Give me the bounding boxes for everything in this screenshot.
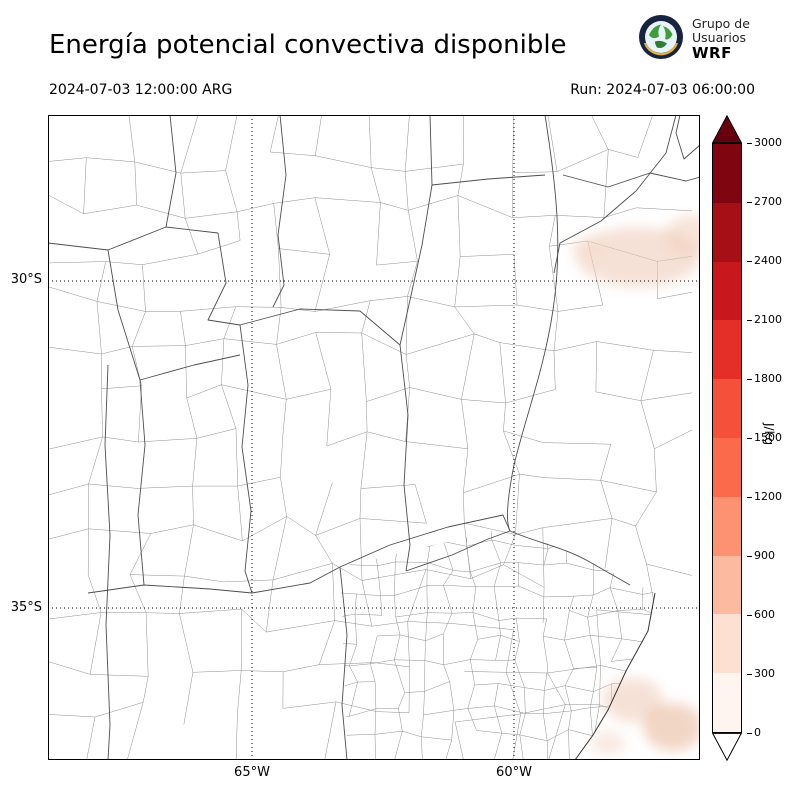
colorbar-tick-label: 1500 [747, 431, 782, 444]
colorbar [712, 115, 742, 761]
coastline [574, 592, 656, 760]
colorbar-tick-label: 0 [747, 726, 761, 739]
province-boundaries [48, 115, 700, 760]
map-svg [48, 115, 700, 760]
colorbar-segment [713, 261, 741, 321]
logo-line-1: Grupo de [692, 15, 750, 31]
colorbar-segment [713, 673, 741, 732]
colorbar-segment [713, 202, 741, 262]
colorbar-tick-label: 3000 [747, 136, 782, 149]
colorbar-tick-label: 1200 [747, 490, 782, 503]
page-title: Energía potencial convectiva disponible [49, 30, 567, 60]
colorbar-segment [713, 379, 741, 438]
lat-label-30s: 30°S [10, 272, 42, 287]
colorbar-tick-label: 2100 [747, 313, 782, 326]
colorbar-under-arrow-svg [712, 733, 742, 761]
colorbar-segment [713, 555, 741, 615]
colorbar-unit-label: J/kg [762, 423, 776, 446]
department-boundaries-coarse [48, 115, 693, 760]
colorbar-under-arrow [712, 733, 742, 761]
logo-text: Grupo de Usuarios WRF [692, 15, 750, 62]
run-time-label: Run: 2024-07-03 06:00:00 [570, 82, 755, 98]
colorbar-tick-label: 900 [747, 549, 775, 562]
logo-line-2: Usuarios [692, 29, 747, 45]
colorbar-tick-label: 600 [747, 608, 775, 621]
graticule-gridlines [48, 115, 700, 760]
colorbar-tick-label: 1800 [747, 372, 782, 385]
time-row: 2024-07-03 12:00:00 ARG Run: 2024-07-03 … [49, 82, 755, 98]
colorbar-bar [712, 143, 742, 733]
colorbar-ticks: 0 300 600 900 1200 1500 1800 2100 2400 2700 3000 [747, 136, 794, 739]
map-border [48, 115, 700, 760]
lon-label-60w: 60°W [496, 765, 532, 780]
colorbar-tick-label: 300 [747, 667, 775, 680]
globe-icon [638, 14, 684, 64]
colorbar-tick-label: 2400 [747, 254, 782, 267]
colorbar-segment [713, 614, 741, 674]
colorbar-over-arrow-svg [712, 115, 742, 143]
colorbar-over-arrow [712, 115, 742, 143]
lat-label-35s: 35°S [10, 600, 42, 615]
logo-line-3: WRF [692, 43, 732, 62]
colorbar-tick-label: 2700 [747, 195, 782, 208]
colorbar-segment [713, 437, 741, 497]
lon-label-65w: 65°W [234, 765, 270, 780]
colorbar-segment [713, 320, 741, 380]
colorbar-segment [713, 496, 741, 556]
valid-time-label: 2024-07-03 12:00:00 ARG [49, 82, 233, 98]
wrf-logo: Grupo de Usuarios WRF [638, 14, 750, 64]
colorbar-segment [713, 144, 741, 203]
map-area [48, 115, 700, 760]
